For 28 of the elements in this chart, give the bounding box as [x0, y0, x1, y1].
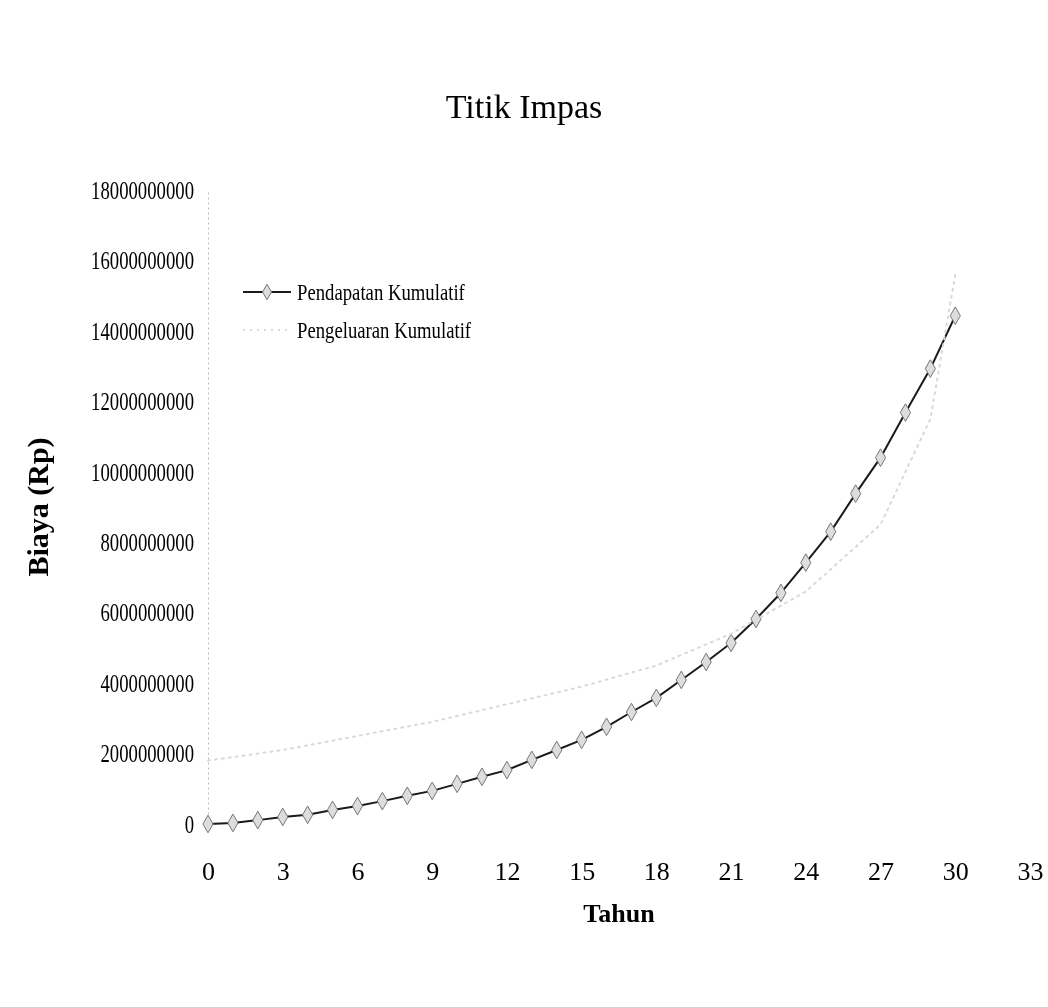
y-tick-label: 14000000000 [91, 316, 194, 346]
y-tick-label: 10000000000 [91, 457, 194, 487]
y-tick-label: 2000000000 [100, 739, 194, 769]
x-tick-label: 9 [426, 857, 440, 887]
y-tick-label: 0 [184, 809, 194, 839]
y-tick-label: 12000000000 [91, 387, 194, 416]
x-tick-label: 27 [868, 857, 895, 887]
y-axis-title: Biaya (Rp) [21, 437, 55, 577]
x-tick-label: 21 [718, 857, 745, 887]
x-tick-label: 18 [643, 857, 670, 887]
y-tick-label: 16000000000 [91, 246, 194, 275]
x-tick-label: 3 [276, 857, 290, 887]
legend-label: Pendapatan Kumulatif [297, 278, 466, 306]
x-tick-label: 0 [202, 857, 215, 887]
x-tick-label: 24 [793, 857, 820, 887]
chart-title: Titik Impas [445, 88, 603, 125]
y-tick-label: 6000000000 [100, 598, 194, 628]
y-tick-label: 4000000000 [100, 668, 194, 698]
x-tick-label: 15 [569, 857, 596, 887]
x-tick-label: 30 [942, 857, 969, 887]
legend-label: Pengeluaran Kumulatif [297, 316, 472, 344]
x-tick-label: 33 [1017, 857, 1044, 887]
x-tick-label: 12 [494, 857, 521, 887]
x-axis-title: Tahun [583, 899, 656, 928]
x-tick-label: 6 [351, 857, 365, 887]
line-series [207, 273, 957, 762]
y-tick-label: 18000000000 [91, 175, 194, 205]
y-tick-label: 8000000000 [100, 528, 194, 557]
